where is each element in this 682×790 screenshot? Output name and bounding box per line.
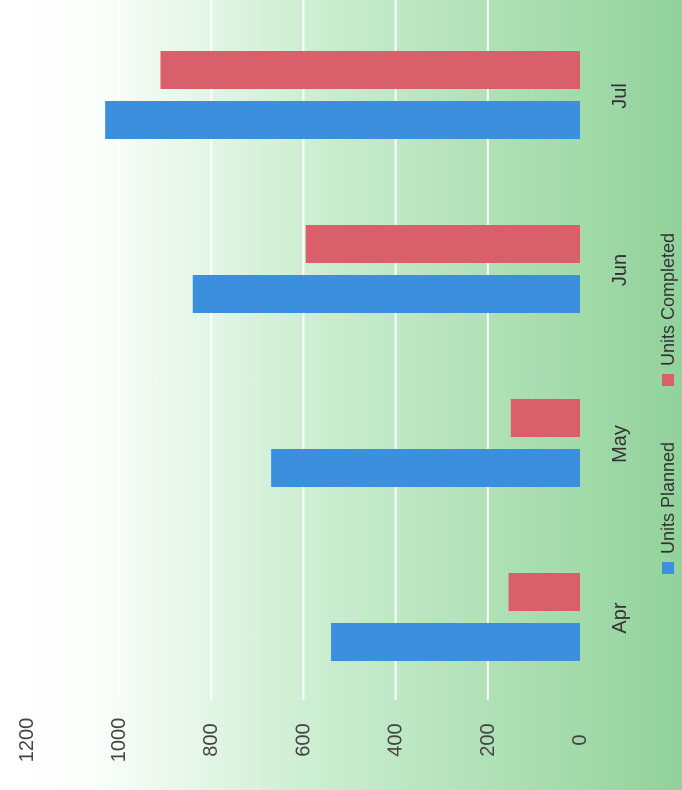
tick-label: 600 <box>292 723 314 756</box>
category-labels: Apr May Jun Jul <box>609 83 631 633</box>
legend-entry: Units Planned <box>658 442 678 574</box>
legend-label: Units Completed <box>658 233 678 366</box>
tick-label: 800 <box>200 723 222 756</box>
legend-entry: Units Completed <box>658 233 678 386</box>
bar-units-planned-jun <box>192 275 580 313</box>
legend: Units Planned Units Completed <box>658 233 678 574</box>
category-label: Jun <box>609 254 631 286</box>
tick-label: 400 <box>385 723 407 756</box>
tick-label: 200 <box>477 723 499 756</box>
bar-units-completed-apr <box>508 573 580 611</box>
tick-labels: 0 200 400 600 800 1000 1200 <box>16 718 591 763</box>
category-label: Apr <box>609 602 631 633</box>
bar-units-planned-may <box>271 449 580 487</box>
bar-units-planned-jul <box>105 101 581 139</box>
category-label: May <box>609 425 631 463</box>
bars <box>105 51 581 661</box>
legend-swatch <box>662 374 674 386</box>
bar-units-planned-apr <box>331 623 580 661</box>
bar-units-completed-jun <box>305 225 580 263</box>
tick-label: 0 <box>569 734 591 745</box>
tick-label: 1200 <box>16 718 38 763</box>
category-label: Jul <box>609 83 631 109</box>
bar-units-completed-jul <box>160 51 581 89</box>
legend-swatch <box>662 562 674 574</box>
bar-units-completed-may <box>510 399 580 437</box>
legend-label: Units Planned <box>658 442 678 554</box>
tick-label: 1000 <box>108 718 130 763</box>
